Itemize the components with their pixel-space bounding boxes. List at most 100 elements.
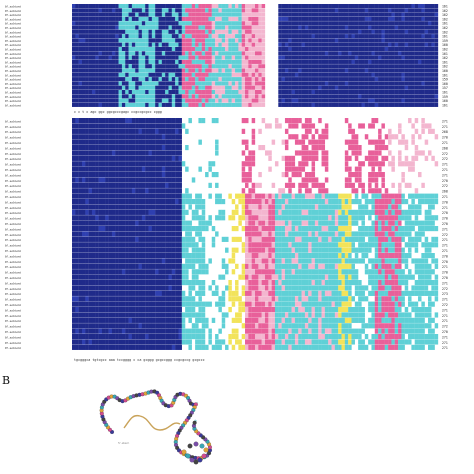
alignment-cell xyxy=(371,166,375,172)
alignment-cell xyxy=(301,155,306,161)
alignment-cell xyxy=(334,209,339,215)
species-label: H. sabiani xyxy=(4,173,21,177)
alignment-cell xyxy=(338,55,342,60)
alignment-cell xyxy=(75,247,79,253)
alignment-cell xyxy=(108,155,113,161)
alignment-cell xyxy=(105,77,109,82)
alignment-cell xyxy=(218,68,222,73)
alignment-cell xyxy=(91,139,96,145)
alignment-cell xyxy=(264,242,269,248)
alignment-cell xyxy=(101,8,106,13)
alignment-cell xyxy=(225,16,229,21)
alignment-cell xyxy=(394,199,399,205)
alignment-cell xyxy=(81,242,86,248)
alignment-cell xyxy=(344,51,349,56)
alignment-cell xyxy=(301,139,306,145)
alignment-cell xyxy=(308,209,312,215)
species-label: H. sabiani xyxy=(4,303,21,307)
alignment-cell xyxy=(314,247,319,253)
alignment-cell xyxy=(225,94,229,99)
alignment-cell xyxy=(191,215,196,221)
alignment-cell xyxy=(344,64,349,69)
alignment-row xyxy=(72,139,429,145)
alignment-cell xyxy=(95,21,99,26)
alignment-cell xyxy=(171,81,176,86)
alignment-cell xyxy=(131,64,136,69)
alignment-cell xyxy=(101,269,106,275)
alignment-cell xyxy=(151,59,156,64)
alignment-cell xyxy=(205,21,209,26)
alignment-cell xyxy=(378,72,382,77)
alignment-cell xyxy=(201,258,206,264)
alignment-cell xyxy=(374,4,379,9)
alignment-cell xyxy=(155,81,159,86)
alignment-cell xyxy=(251,150,256,156)
alignment-cell xyxy=(338,81,342,86)
alignment-cell xyxy=(111,226,116,232)
alignment-cell xyxy=(178,55,182,60)
alignment-cell xyxy=(215,59,219,64)
alignment-cell xyxy=(131,42,136,47)
alignment-cell xyxy=(274,247,279,253)
alignment-cell xyxy=(155,12,159,17)
alignment-cell xyxy=(354,98,359,103)
alignment-cell xyxy=(334,94,339,99)
alignment-cell xyxy=(344,90,349,95)
alignment-cell xyxy=(328,12,332,17)
alignment-cell xyxy=(374,77,379,82)
alignment-cell xyxy=(341,4,345,9)
alignment-cell xyxy=(185,4,189,9)
alignment-cell xyxy=(378,12,382,17)
alignment-cell xyxy=(298,188,302,194)
alignment-cell xyxy=(294,68,299,73)
alignment-cell xyxy=(291,102,296,107)
alignment-cell xyxy=(148,55,153,60)
alignment-cell xyxy=(201,64,206,69)
alignment-cell xyxy=(288,226,292,232)
alignment-cell xyxy=(338,77,342,82)
alignment-cell xyxy=(364,85,369,90)
alignment-cell xyxy=(115,102,119,107)
alignment-cell xyxy=(175,102,179,107)
alignment-cell xyxy=(208,16,212,21)
alignment-cell xyxy=(151,269,156,275)
alignment-cell xyxy=(145,118,149,124)
alignment-grid-2 xyxy=(72,118,439,350)
alignment-cell xyxy=(304,236,309,242)
alignment-cell xyxy=(388,34,392,39)
alignment-cell xyxy=(281,236,286,242)
alignment-cell xyxy=(72,12,76,17)
alignment-cell xyxy=(181,64,186,69)
alignment-cell xyxy=(101,34,106,39)
alignment-cell xyxy=(111,38,116,43)
alignment-cell xyxy=(181,220,186,226)
alignment-cell xyxy=(72,94,76,99)
alignment-cell xyxy=(95,55,99,60)
alignment-cell xyxy=(404,42,409,47)
alignment-cell xyxy=(105,155,109,161)
alignment-cell xyxy=(288,25,292,30)
alignment-cell xyxy=(304,226,309,232)
alignment-cell xyxy=(248,90,252,95)
alignment-cell xyxy=(188,4,192,9)
alignment-cell xyxy=(231,247,236,253)
alignment-cell xyxy=(115,253,119,259)
alignment-cell xyxy=(178,199,182,205)
alignment-row xyxy=(72,236,439,242)
alignment-cell xyxy=(165,47,169,52)
alignment-cell xyxy=(348,242,352,248)
alignment-cell xyxy=(145,155,149,161)
alignment-cell xyxy=(294,172,299,178)
alignment-cell xyxy=(201,269,206,275)
alignment-cell xyxy=(161,12,166,17)
alignment-cell xyxy=(231,64,236,69)
alignment-cell xyxy=(298,102,302,107)
alignment-cell xyxy=(248,21,252,26)
alignment-cell xyxy=(334,77,339,82)
alignment-cell xyxy=(148,177,153,183)
alignment-cell xyxy=(311,51,316,56)
alignment-cell xyxy=(145,226,149,232)
alignment-cell xyxy=(185,269,189,275)
alignment-cell xyxy=(121,59,126,64)
alignment-cell xyxy=(75,155,79,161)
